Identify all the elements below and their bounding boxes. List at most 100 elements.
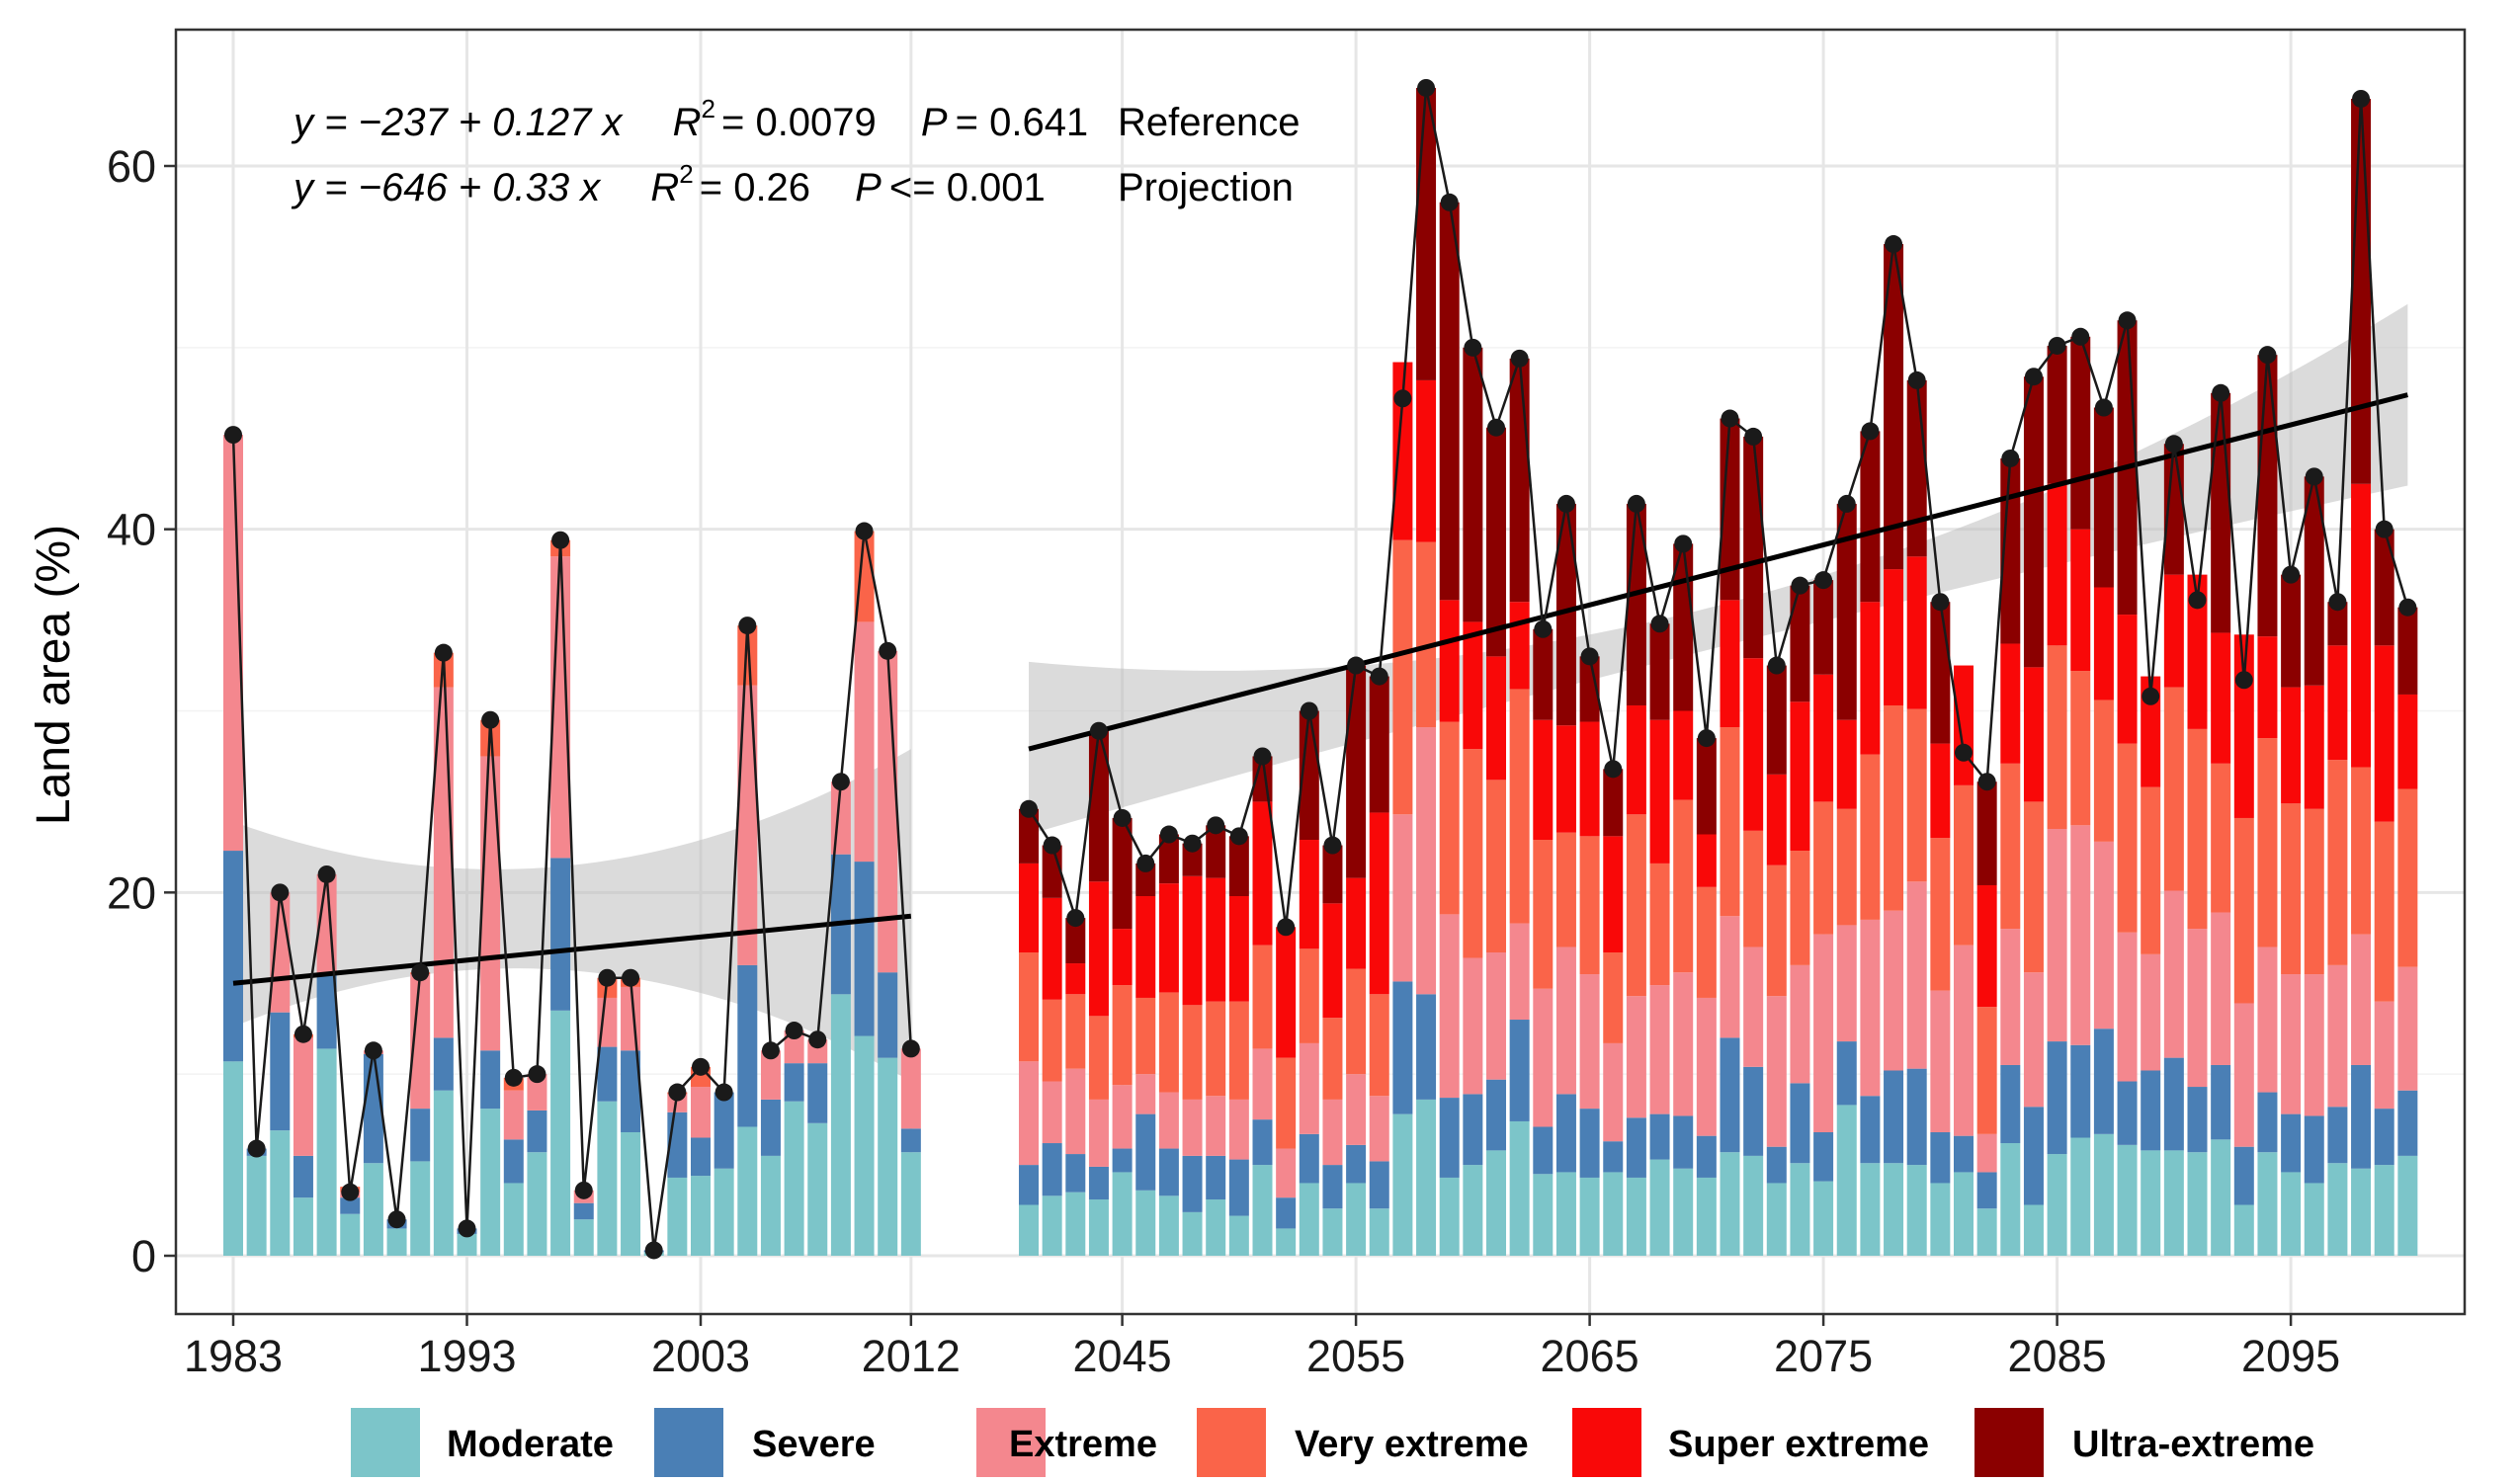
projection-bar-extreme-2066 xyxy=(1603,1042,1624,1142)
projection-bar-super-extreme-2044 xyxy=(1088,881,1109,1017)
legend-item-ultra-extreme: Ultra-extreme xyxy=(1974,1408,2314,1477)
projection-bar-very-extreme-2090 xyxy=(2163,687,2184,891)
projection-bar-ultra-extreme-2084 xyxy=(2023,376,2044,668)
projection-total-point-2089 xyxy=(2142,687,2160,705)
projection-total-point-2065 xyxy=(1580,647,1599,666)
projection-total-point-2044 xyxy=(1089,721,1108,740)
projection-bar-super-extreme-2074 xyxy=(1790,701,1810,852)
legend-swatch xyxy=(976,1408,1046,1477)
projection-bar-ultra-extreme-2095 xyxy=(2281,574,2302,688)
projection-bar-ultra-extreme-2072 xyxy=(1743,436,1764,659)
reference-total-point-1994 xyxy=(481,710,500,729)
projection-label: Projection xyxy=(1118,166,1294,209)
projection-bar-very-extreme-2064 xyxy=(1555,832,1576,947)
projection-bar-very-extreme-2061 xyxy=(1486,780,1506,952)
projection-bar-extreme-2063 xyxy=(1533,988,1554,1127)
projection-bar-extreme-2060 xyxy=(1463,957,1483,1095)
projection-bar-super-extreme-2082 xyxy=(1976,884,1997,1008)
reference-bar-extreme-2006 xyxy=(760,1050,781,1100)
projection-bar-severe-2064 xyxy=(1555,1094,1576,1173)
projection-bar-super-extreme-2059 xyxy=(1439,600,1460,722)
projection-bar-severe-2099 xyxy=(2374,1109,2394,1166)
reference-total-point-1991 xyxy=(411,963,430,982)
reference-bar-moderate-1999 xyxy=(597,1101,618,1256)
projection-bar-extreme-2064 xyxy=(1555,947,1576,1095)
projection-bar-severe-2059 xyxy=(1439,1098,1460,1178)
projection-bar-super-extreme-2047 xyxy=(1158,883,1179,993)
projection-bar-ultra-extreme-2063 xyxy=(1533,628,1554,720)
projection-bar-severe-2089 xyxy=(2141,1070,2161,1151)
reference-bar-moderate-1983 xyxy=(223,1061,243,1256)
reference-bar-extreme-1991 xyxy=(410,974,431,1110)
projection-bar-extreme-2087 xyxy=(2093,841,2114,1029)
projection-bar-ultra-extreme-2099 xyxy=(2374,529,2394,646)
projection-bar-ultra-extreme-2047 xyxy=(1158,834,1179,884)
projection-bar-ultra-extreme-2071 xyxy=(1720,418,1740,601)
projection-bar-severe-2073 xyxy=(1766,1146,1787,1184)
x-tick-label: 2003 xyxy=(651,1331,750,1381)
projection-bar-severe-2074 xyxy=(1790,1083,1810,1164)
reference-bar-moderate-1990 xyxy=(386,1228,407,1256)
legend-label: Ultra-extreme xyxy=(2072,1424,2314,1465)
projection-bar-severe-2088 xyxy=(2117,1081,2138,1145)
projection-bar-very-extreme-2096 xyxy=(2304,808,2324,975)
projection-total-point-2081 xyxy=(1955,743,1973,762)
projection-bar-super-extreme-2085 xyxy=(2047,483,2067,646)
projection-bar-severe-2051 xyxy=(1252,1119,1273,1166)
projection-bar-extreme-2049 xyxy=(1206,1096,1226,1156)
projection-bar-severe-2045 xyxy=(1112,1148,1133,1173)
projection-bar-super-extreme-2098 xyxy=(2351,483,2372,768)
reference-bar-moderate-1997 xyxy=(550,1010,571,1256)
projection-bar-extreme-2081 xyxy=(1954,945,1974,1136)
reference-bar-moderate-2010 xyxy=(854,1035,875,1256)
projection-total-point-2052 xyxy=(1277,918,1296,937)
projection-bar-very-extreme-2047 xyxy=(1158,992,1179,1093)
projection-bar-extreme-2068 xyxy=(1649,985,1670,1114)
projection-total-point-2054 xyxy=(1323,836,1342,855)
projection-bar-severe-2093 xyxy=(2233,1146,2254,1205)
projection-bar-ultra-extreme-2100 xyxy=(2397,607,2418,695)
projection-bar-moderate-2066 xyxy=(1603,1172,1624,1256)
reference-bar-moderate-2002 xyxy=(667,1177,688,1256)
projection-bar-super-extreme-2046 xyxy=(1135,896,1156,998)
projection-bar-moderate-2041 xyxy=(1019,1204,1039,1256)
projection-bar-very-extreme-2054 xyxy=(1322,1018,1343,1100)
projection-total-point-2068 xyxy=(1650,615,1669,633)
projection-bar-very-extreme-2097 xyxy=(2327,760,2348,965)
projection-bar-very-extreme-2057 xyxy=(1392,539,1413,815)
projection-bar-moderate-2099 xyxy=(2374,1165,2394,1256)
projection-bar-moderate-2092 xyxy=(2211,1139,2231,1256)
projection-bar-moderate-2050 xyxy=(1228,1215,1249,1256)
legend-label: Severe xyxy=(752,1424,876,1465)
projection-bar-ultra-extreme-2064 xyxy=(1555,503,1576,726)
reference-bar-severe-1988 xyxy=(340,1197,361,1214)
projection-bar-ultra-extreme-2059 xyxy=(1439,202,1460,601)
projection-bar-very-extreme-2080 xyxy=(1930,838,1951,991)
projection-bar-severe-2057 xyxy=(1392,981,1413,1114)
reference-total-point-1998 xyxy=(574,1181,593,1199)
projection-bar-severe-2085 xyxy=(2047,1041,2067,1155)
projection-bar-super-extreme-2095 xyxy=(2281,687,2302,804)
reference-bar-extreme-2012 xyxy=(900,1048,921,1129)
reference-total-point-2002 xyxy=(668,1083,687,1102)
reference-bar-extreme-2010 xyxy=(854,621,875,863)
projection-total-point-2084 xyxy=(2024,368,2043,386)
reference-bar-extreme-1995 xyxy=(503,1090,524,1140)
projection-bar-ultra-extreme-2096 xyxy=(2304,476,2324,686)
legend-label: Moderate xyxy=(447,1424,614,1465)
projection-bar-moderate-2046 xyxy=(1135,1190,1156,1256)
projection-bar-moderate-2087 xyxy=(2093,1133,2114,1256)
projection-bar-extreme-2085 xyxy=(2047,828,2067,1042)
projection-total-point-2091 xyxy=(2188,591,2207,610)
projection-bar-very-extreme-2068 xyxy=(1649,863,1670,986)
legend-label: Extreme xyxy=(1009,1424,1157,1465)
reference-bar-moderate-2005 xyxy=(737,1126,758,1256)
projection-bar-extreme-2046 xyxy=(1135,1074,1156,1114)
projection-bar-severe-2092 xyxy=(2211,1064,2231,1140)
projection-bar-ultra-extreme-2073 xyxy=(1766,665,1787,775)
reference-total-point-1986 xyxy=(294,1025,312,1043)
projection-bar-moderate-2060 xyxy=(1463,1165,1483,1256)
projection-bar-moderate-2097 xyxy=(2327,1163,2348,1256)
reference-bar-moderate-2000 xyxy=(621,1131,641,1256)
projection-bar-super-extreme-2062 xyxy=(1509,602,1530,690)
